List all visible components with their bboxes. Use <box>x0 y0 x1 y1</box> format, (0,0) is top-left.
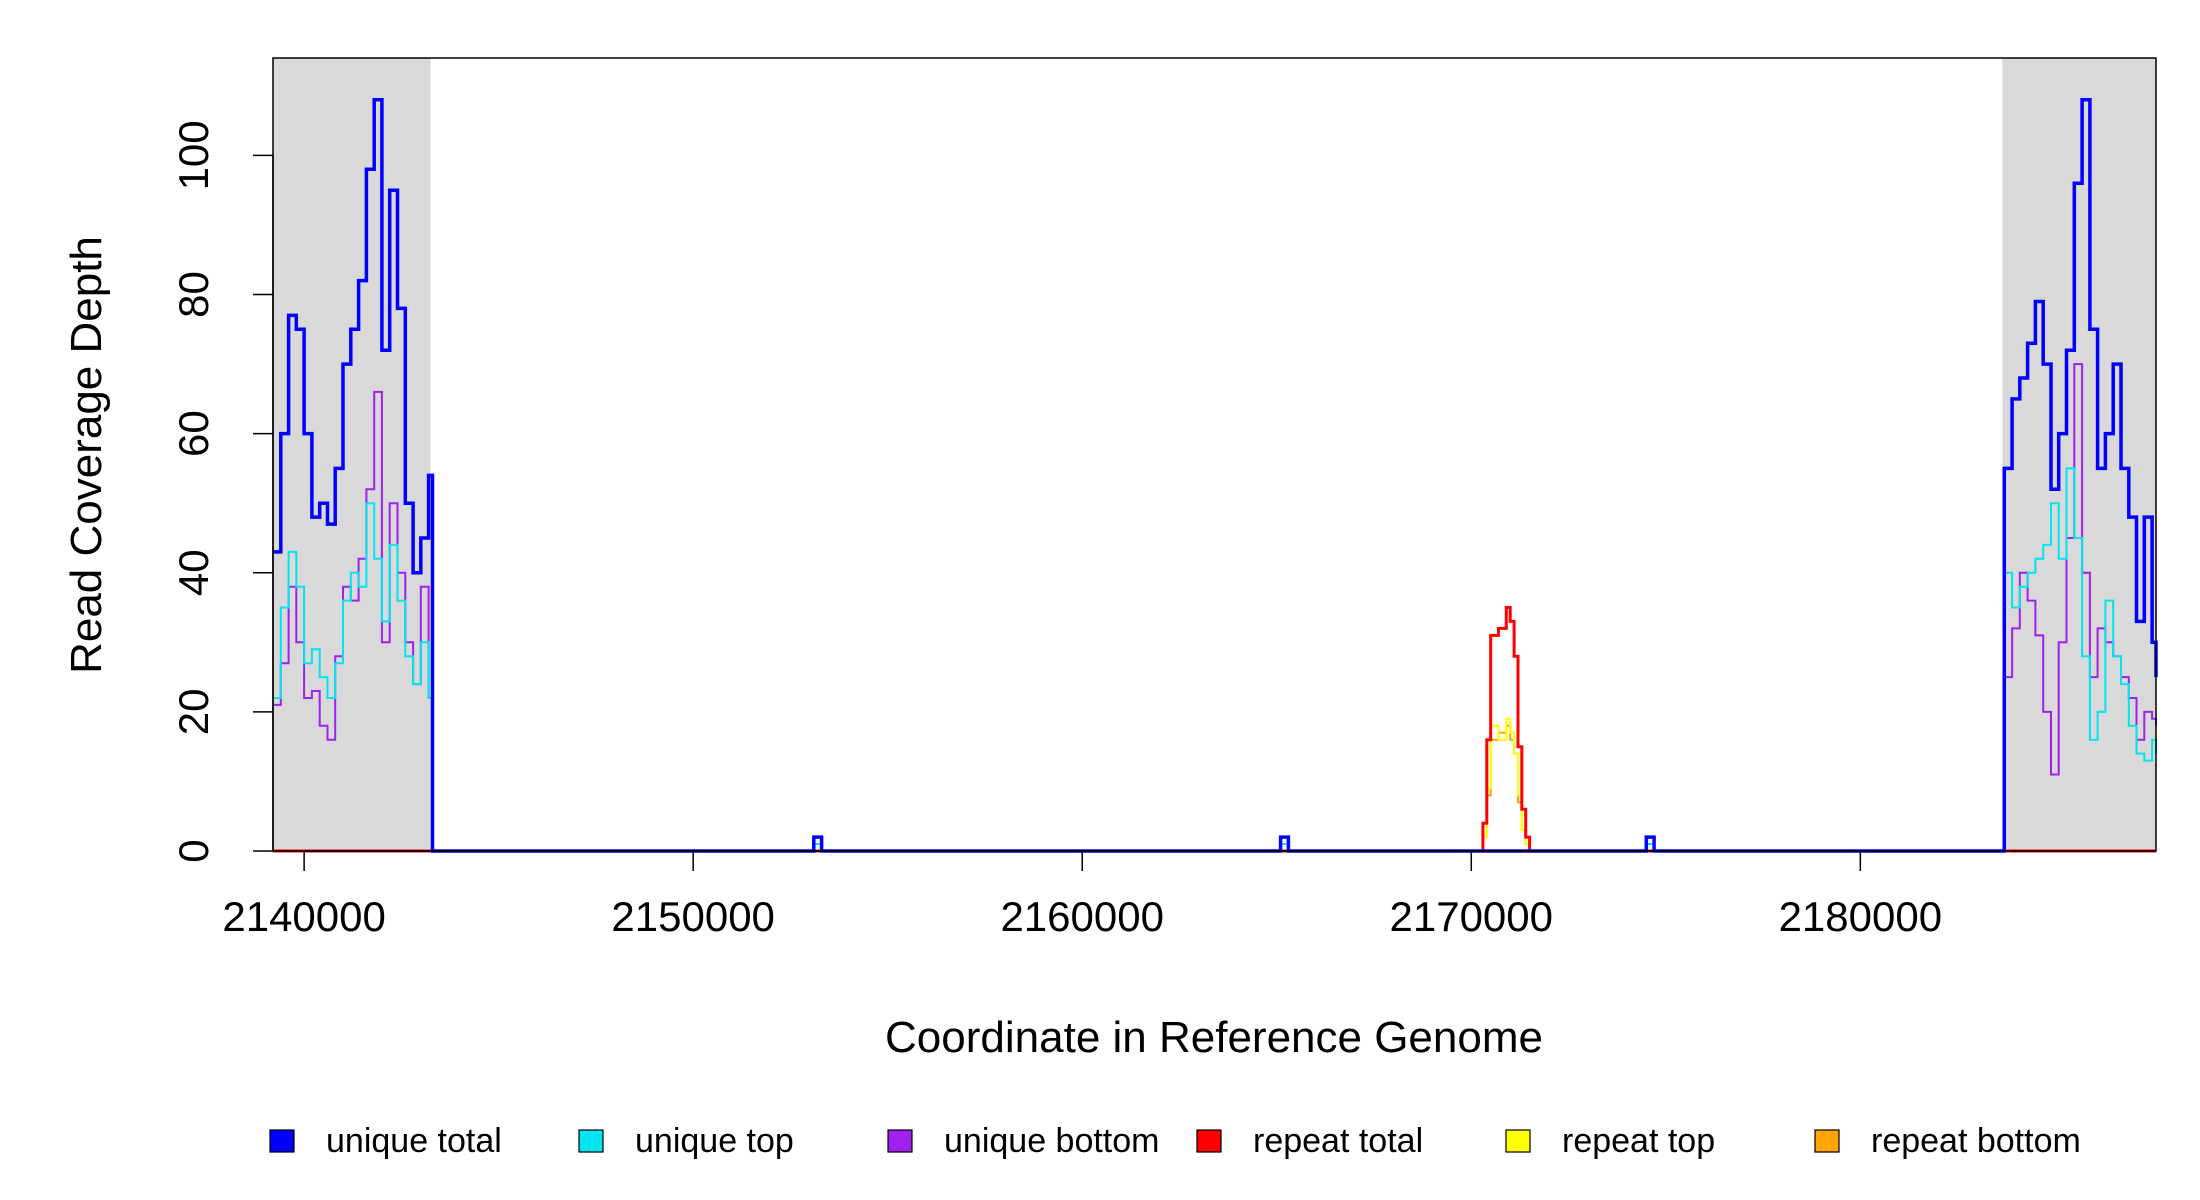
y-tick-label: 20 <box>170 689 217 736</box>
legend-label-unique-bottom: unique bottom <box>944 1122 1160 1160</box>
legend-label-repeat-top: repeat top <box>1562 1122 1715 1160</box>
legend-swatch-unique-total <box>269 1129 295 1153</box>
x-tick-label: 2140000 <box>222 893 386 940</box>
series-lines <box>273 97 2158 853</box>
x-tick-label: 2160000 <box>1000 893 1164 940</box>
series-line-unique-total <box>273 97 2158 853</box>
y-tick-label: 60 <box>170 410 217 457</box>
y-tick-label: 40 <box>170 549 217 596</box>
shaded-region-2 <box>2002 58 2156 851</box>
legend-swatch-unique-top <box>578 1129 604 1153</box>
series-line-repeat-top <box>273 717 2156 852</box>
series-line-unique-top <box>273 467 2157 852</box>
legend-swatch-unique-bottom <box>887 1129 913 1153</box>
series-line-repeat-total <box>273 606 2156 853</box>
legend-label-unique-top: unique top <box>635 1122 794 1160</box>
shaded-regions <box>273 58 2156 851</box>
x-tick-label: 2150000 <box>611 893 775 940</box>
plot-frame <box>272 57 2157 852</box>
y-tick-label: 0 <box>170 839 217 862</box>
legend-swatch-repeat-total <box>1196 1129 1222 1153</box>
y-tick-label: 80 <box>170 271 217 318</box>
series-line-unique-bottom <box>273 363 2157 852</box>
x-tick-label: 2170000 <box>1390 893 1554 940</box>
legend-label-repeat-bottom: repeat bottom <box>1871 1122 2081 1160</box>
legend: unique total unique top unique bottom repea… <box>269 1122 2081 1160</box>
legend-swatch-repeat-bottom <box>1814 1129 1840 1153</box>
legend-label-repeat-total: repeat total <box>1253 1122 1423 1160</box>
series-line-repeat-bottom <box>273 724 2156 852</box>
legend-label-unique-total: unique total <box>326 1122 502 1160</box>
legend-swatch-repeat-top <box>1505 1129 1531 1153</box>
x-axis: 2140000 2150000 2160000 2170000 2180000 <box>222 850 1943 940</box>
y-axis: 0 20 40 60 80 100 <box>170 120 274 863</box>
x-axis-label: Coordinate in Reference Genome <box>885 1013 1543 1062</box>
y-tick-label: 100 <box>170 120 217 190</box>
x-tick-label: 2180000 <box>1779 893 1943 940</box>
y-axis-label: Read Coverage Depth <box>62 236 111 674</box>
